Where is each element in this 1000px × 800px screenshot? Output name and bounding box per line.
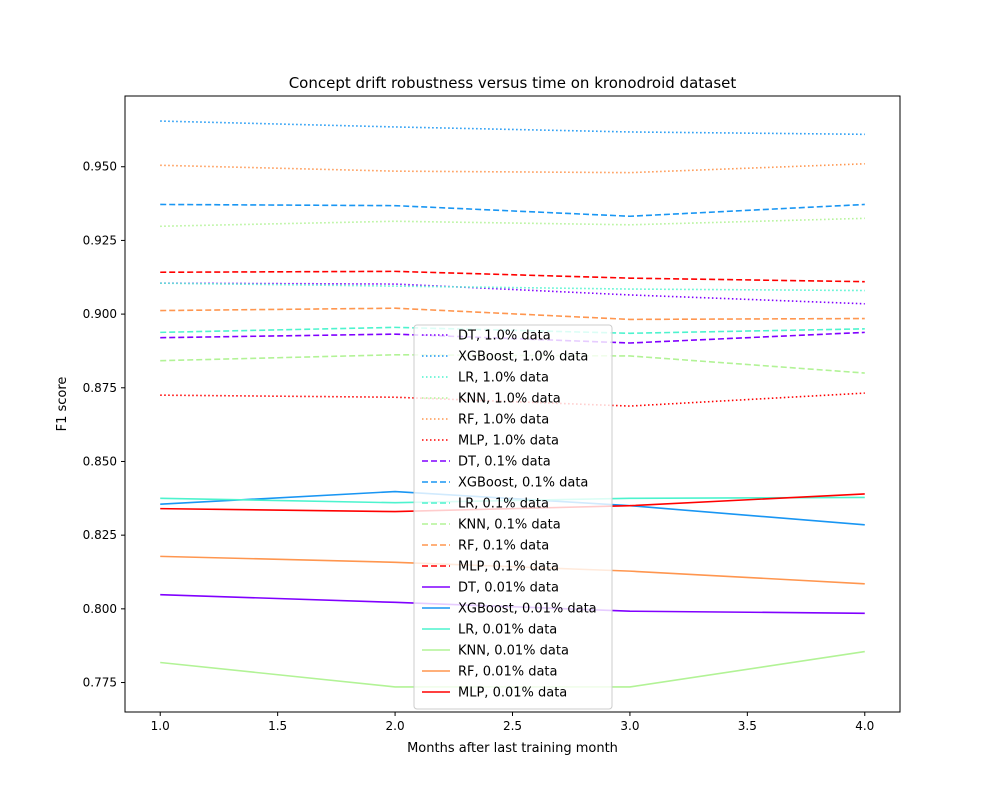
legend-label: XGBoost, 1.0% data — [458, 350, 588, 365]
series-line-2 — [160, 120, 865, 136]
series-line-12 — [160, 270, 865, 283]
legend-label: RF, 1.0% data — [458, 413, 549, 428]
series-line-8 — [160, 203, 865, 218]
legend-label: LR, 0.01% data — [458, 623, 557, 638]
legend-box — [413, 324, 613, 710]
y-tick-label: 0.850 — [83, 454, 117, 468]
y-tick-label: 0.800 — [83, 602, 117, 616]
legend-label: RF, 0.1% data — [458, 539, 549, 554]
y-tick-label: 0.900 — [83, 307, 117, 321]
series-line-11 — [160, 307, 865, 321]
y-tick-label: 0.925 — [83, 233, 117, 247]
x-tick-label: 3.0 — [620, 719, 639, 733]
legend-label: DT, 1.0% data — [458, 329, 551, 344]
y-axis-label: F1 score — [55, 377, 70, 432]
legend: DT, 1.0% data XGBoost, 1.0% data LR, 1.0% … — [413, 324, 613, 710]
legend-label: MLP, 0.1% data — [458, 560, 559, 575]
x-tick-label: 3.5 — [738, 719, 757, 733]
legend-label: XGBoost, 0.1% data — [458, 476, 588, 491]
x-tick-label: 4.0 — [855, 719, 874, 733]
x-axis-label: Months after last training month — [407, 741, 618, 756]
legend-label: DT, 0.01% data — [458, 581, 559, 596]
legend-label: KNN, 0.01% data — [458, 644, 569, 659]
y-axis: 0.775 0.800 0.825 0.850 0.875 0.900 0.925 0.950 — [83, 160, 125, 690]
y-tick-label: 0.825 — [83, 528, 117, 542]
legend-label: MLP, 1.0% data — [458, 434, 559, 449]
y-tick-label: 0.950 — [83, 160, 117, 174]
legend-label: LR, 1.0% data — [458, 371, 549, 386]
x-tick-label: 2.0 — [386, 719, 405, 733]
legend-label: DT, 0.1% data — [458, 455, 551, 470]
legend-label: LR, 0.1% data — [458, 497, 549, 512]
series-line-5 — [160, 162, 865, 174]
legend-label: KNN, 1.0% data — [458, 392, 561, 407]
legend-label: XGBoost, 0.01% data — [458, 602, 597, 617]
chart-title: Concept drift robustness versus time on … — [289, 74, 737, 92]
x-tick-label: 1.5 — [268, 719, 287, 733]
series-line-3 — [160, 282, 865, 292]
y-tick-label: 0.875 — [83, 381, 117, 395]
series-line-4 — [160, 217, 865, 228]
y-tick-label: 0.775 — [83, 676, 117, 690]
legend-label: MLP, 0.01% data — [458, 686, 567, 701]
series-line-1 — [160, 282, 865, 305]
legend-label: KNN, 0.1% data — [458, 518, 561, 533]
x-axis: 1.0 1.5 2.0 2.5 3.0 3.5 4.0 — [151, 712, 874, 733]
legend-label: RF, 0.01% data — [458, 665, 558, 680]
x-tick-label: 1.0 — [151, 719, 170, 733]
x-tick-label: 2.5 — [503, 719, 522, 733]
